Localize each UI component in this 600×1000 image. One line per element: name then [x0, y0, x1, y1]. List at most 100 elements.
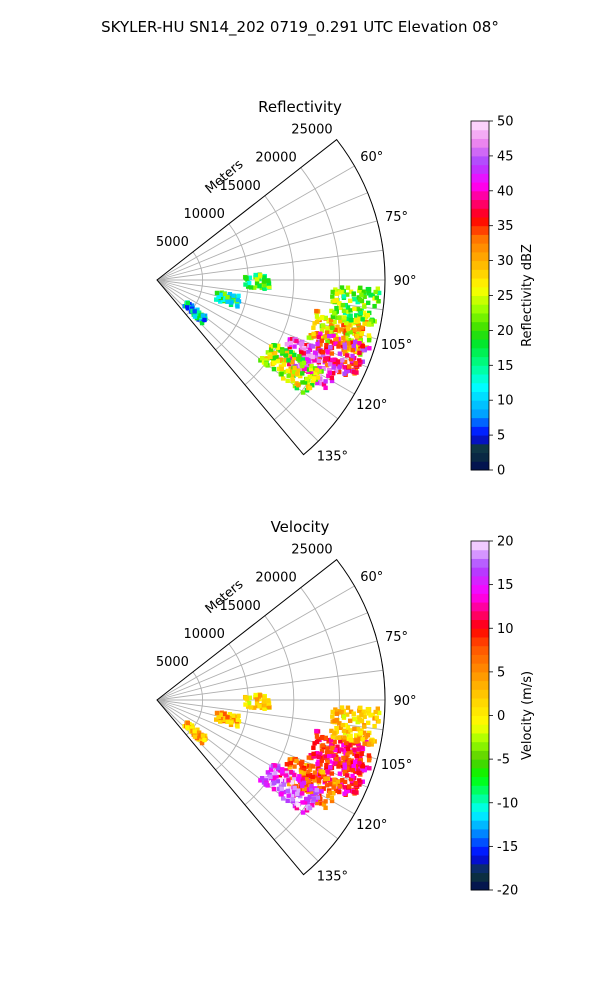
echo-cell: [289, 336, 295, 342]
echo-cell: [332, 319, 337, 325]
echo-cell: [339, 705, 345, 710]
echo-cell: [304, 363, 309, 369]
echo-cell: [337, 789, 342, 795]
azimuth-tick-label: 105°: [381, 338, 412, 353]
echo-cell: [294, 338, 299, 344]
echo-cell: [327, 333, 332, 339]
echo-cell: [365, 312, 371, 318]
echo-cell: [300, 810, 306, 815]
echo-cell: [356, 322, 361, 327]
azimuth-tick-label: 60°: [360, 570, 383, 585]
echo-cell: [292, 369, 297, 375]
echo-cell: [330, 714, 335, 719]
echo-cell: [357, 316, 362, 321]
echo-cell: [332, 298, 337, 304]
echo-cell: [292, 775, 297, 781]
echo-cell: [358, 705, 363, 711]
echo-cell: [367, 310, 372, 316]
echo-cell: [324, 765, 329, 771]
echo-cell: [366, 741, 372, 747]
echo-cell: [341, 728, 347, 733]
echo-cell: [274, 355, 279, 360]
echo-cell: [290, 797, 295, 802]
echo-cell: [368, 713, 373, 718]
echo-cell: [279, 786, 284, 791]
echo-cell: [295, 791, 300, 796]
echo-cell: [324, 363, 330, 368]
echo-cell: [202, 317, 207, 323]
echo-cell: [359, 751, 364, 757]
echo-cell: [304, 783, 309, 789]
echo-cell: [307, 773, 312, 779]
echo-cell: [346, 341, 351, 346]
echo-cell: [195, 311, 200, 316]
echo-cell: [362, 304, 367, 309]
echo-region: [182, 720, 208, 746]
echo-cell: [274, 775, 279, 780]
echo-cell: [324, 330, 330, 335]
echo-cell: [366, 321, 372, 327]
echo-cell: [235, 717, 240, 723]
echo-cell: [279, 767, 285, 772]
echo-cell: [372, 303, 377, 309]
echo-cell: [283, 353, 289, 358]
echo-cell: [189, 723, 195, 728]
echo-cell: [340, 777, 345, 783]
echo-cell: [360, 779, 365, 784]
echo-cell: [286, 793, 291, 798]
echo-cell: [265, 770, 271, 775]
echo-cell: [202, 737, 207, 743]
echo-cell: [220, 717, 226, 723]
echo-cell: [304, 376, 310, 382]
echo-cell: [279, 792, 284, 797]
echo-cell: [292, 355, 297, 361]
echo-cell: [299, 765, 305, 770]
echo-cell: [314, 367, 319, 373]
echo-cell: [247, 275, 253, 280]
echo-cell: [375, 706, 381, 711]
echo-cell: [275, 359, 281, 364]
echo-cell: [272, 763, 278, 768]
echo-cell: [332, 311, 337, 316]
echo-cell: [334, 760, 340, 766]
echo-cell: [350, 773, 355, 779]
echo-cell: [235, 724, 240, 729]
colorbar-segment: [471, 443, 489, 454]
echo-cell: [351, 321, 356, 326]
reflectivity-panel: Reflectivity500010000150002000025000Mete…: [156, 98, 535, 479]
echo-cell: [357, 308, 363, 313]
echo-cell: [310, 383, 315, 388]
echo-cell: [365, 300, 371, 306]
echo-cell: [366, 337, 372, 343]
echo-cell: [313, 775, 318, 780]
echo-cell: [351, 717, 357, 722]
echo-cell: [270, 778, 276, 783]
colorbar-segment: [471, 321, 489, 331]
echo-cell: [299, 341, 304, 346]
echo-cell: [299, 350, 304, 355]
echo-cell: [360, 768, 365, 773]
echo-cell: [360, 359, 365, 364]
echo-cell: [297, 354, 302, 359]
colorbar-segment: [471, 872, 489, 882]
echo-cell: [333, 707, 338, 712]
echo-cell: [334, 291, 340, 296]
echo-cell: [372, 296, 377, 301]
echo-cell: [330, 361, 335, 366]
echo-cell: [342, 737, 347, 743]
echo-cell: [286, 781, 292, 787]
echo-cell: [334, 309, 340, 314]
echo-cell: [348, 330, 354, 335]
echo-cell: [348, 750, 354, 755]
colorbar-tick-label: 0: [497, 464, 505, 479]
echo-cell: [344, 320, 349, 326]
echo-cell: [199, 740, 205, 746]
echo-cell: [314, 319, 320, 325]
echo-cell: [354, 790, 359, 795]
echo-cell: [195, 307, 200, 312]
echo-cell: [365, 286, 371, 292]
echo-cell: [289, 756, 295, 762]
echo-cell: [306, 359, 312, 364]
echo-cell: [335, 324, 340, 329]
echo-cell: [348, 313, 353, 318]
